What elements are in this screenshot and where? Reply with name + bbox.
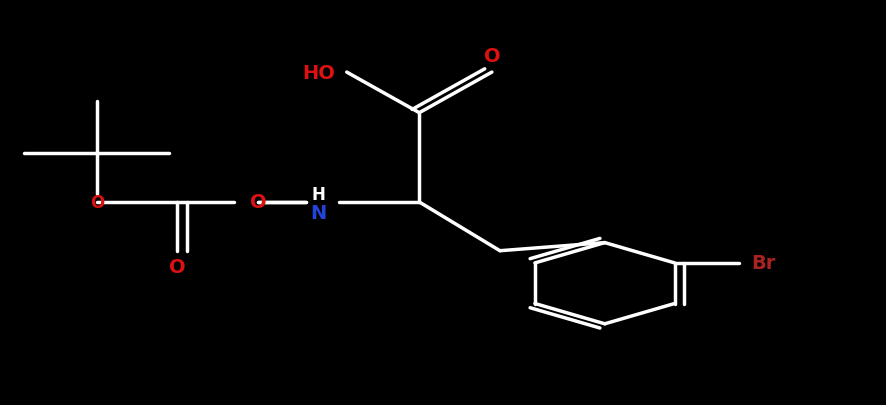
Text: O: O [89, 194, 104, 211]
Text: O: O [250, 193, 266, 212]
Text: Br: Br [750, 254, 774, 273]
Text: O: O [169, 258, 185, 277]
Text: N: N [310, 203, 326, 222]
Text: H: H [311, 185, 325, 203]
Text: HO: HO [302, 64, 335, 82]
Text: O: O [483, 47, 500, 66]
